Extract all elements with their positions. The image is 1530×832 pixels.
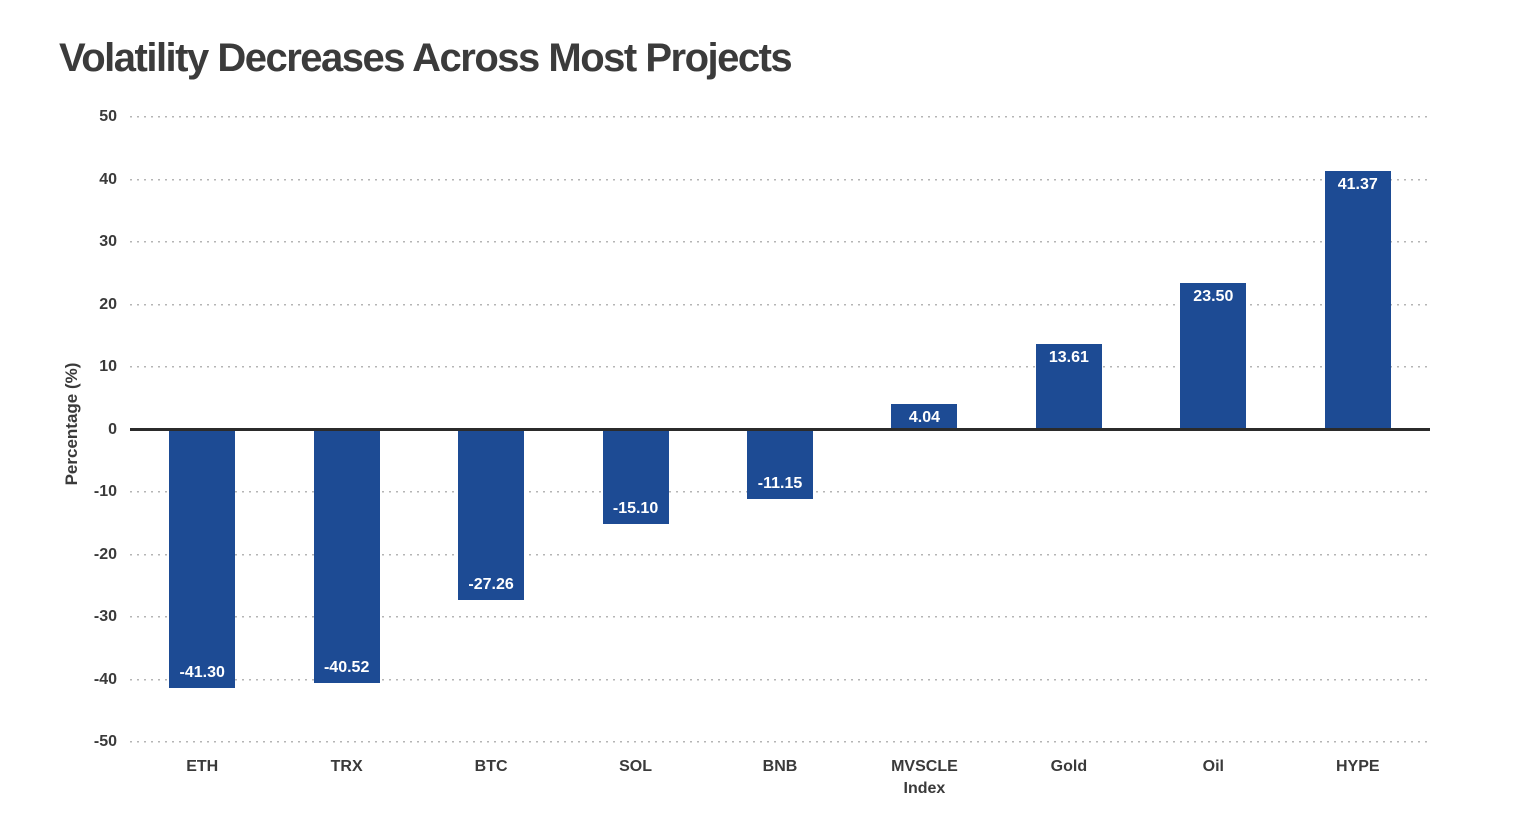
x-tick-trx: TRX xyxy=(330,758,363,775)
gridline-30 xyxy=(130,241,1430,244)
x-tick-oil: Oil xyxy=(1202,758,1224,775)
bar-value-label: -15.10 xyxy=(612,499,659,517)
y-tick-0: 0 xyxy=(108,420,117,438)
bar-btc: -27.26 xyxy=(458,429,525,600)
gridline-10 xyxy=(130,366,1430,369)
bar-hype: 41.37 xyxy=(1324,170,1391,430)
x-tick-btc: BTC xyxy=(474,758,508,775)
gridline--40 xyxy=(130,678,1430,681)
y-tick--50: -50 xyxy=(93,733,117,750)
gridline-20 xyxy=(130,303,1430,306)
y-tick--40: -40 xyxy=(93,670,117,688)
x-tick-eth: ETH xyxy=(186,758,219,775)
y-tick-30: 30 xyxy=(99,233,117,250)
x-tick-sol: SOL xyxy=(619,758,652,775)
x-tick-bnb: BNB xyxy=(762,758,798,775)
bar-value-label: 41.37 xyxy=(1337,175,1378,193)
bar-sol: -15.10 xyxy=(602,429,669,524)
y-tick-50: 50 xyxy=(99,108,117,125)
y-tick-20: 20 xyxy=(99,295,117,313)
bar-eth: -41.30 xyxy=(169,429,236,688)
y-tick--10: -10 xyxy=(93,483,117,500)
gridline--50 xyxy=(130,741,1430,744)
bar-oil: 23.50 xyxy=(1180,282,1247,430)
bar-value-label: 4.04 xyxy=(908,409,940,427)
bar-value-label: -27.26 xyxy=(468,575,514,593)
gridline-50 xyxy=(130,116,1430,119)
bar-trx: -40.52 xyxy=(313,429,380,683)
bar-mvscle: 4.04 xyxy=(891,404,958,430)
gridline-40 xyxy=(130,178,1430,181)
y-tick--20: -20 xyxy=(93,545,117,563)
x-tick-mvscle: MVSCLE Index xyxy=(891,758,958,798)
gridline--20 xyxy=(130,553,1430,556)
y-tick-10: 10 xyxy=(99,358,117,375)
bar-value-label: -41.30 xyxy=(179,663,225,681)
bar-gold: 13.61 xyxy=(1035,344,1102,430)
zero-baseline xyxy=(130,428,1430,431)
x-tick-gold: Gold xyxy=(1050,758,1088,775)
y-tick--30: -30 xyxy=(93,608,117,625)
y-tick-40: 40 xyxy=(99,170,117,188)
gridline--30 xyxy=(130,616,1430,619)
bar-value-label: 23.50 xyxy=(1193,287,1234,305)
x-tick-hype: HYPE xyxy=(1335,758,1380,775)
bar-value-label: -40.52 xyxy=(323,658,370,676)
bar-bnb: -11.15 xyxy=(747,429,813,500)
chart-title: Volatility Decreases Across Most Project… xyxy=(59,36,793,80)
bar-value-label: 13.61 xyxy=(1048,349,1089,367)
bar-value-label: -11.15 xyxy=(757,475,803,493)
plot-area: 50 40 30 20 10 0 -10 -20 -30 -40 -50 -41.30 -40.52 -… xyxy=(94,108,1430,797)
